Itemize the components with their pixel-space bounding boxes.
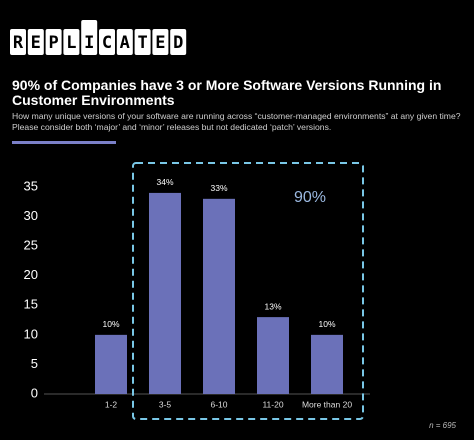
y-tick-label: 20 — [24, 267, 38, 282]
logo-box — [63, 29, 80, 55]
y-tick-label: 0 — [31, 385, 38, 400]
value-label: 10% — [102, 319, 119, 329]
y-tick-label: 35 — [24, 178, 38, 193]
y-tick-label: 30 — [24, 208, 38, 223]
logo-box — [10, 29, 26, 55]
logo-box — [170, 29, 187, 55]
logo-letter: T — [137, 33, 147, 53]
logo-letter: I — [84, 33, 94, 53]
logo-box — [134, 29, 151, 55]
x-tick-label: 3-5 — [159, 399, 172, 409]
chart-subtitle: How many unique versions of your softwar… — [12, 111, 461, 132]
x-tick-label: 1-2 — [105, 399, 118, 409]
value-label: 13% — [264, 301, 281, 311]
y-tick-label: 25 — [24, 238, 38, 253]
x-tick-label: More than 20 — [302, 399, 352, 409]
value-label: 33% — [210, 183, 227, 193]
logo-letter: E — [155, 33, 165, 53]
logo-box — [116, 29, 133, 55]
x-tick-label: 6-10 — [210, 399, 227, 409]
logo-letter: P — [48, 33, 58, 53]
logo-box — [152, 29, 169, 55]
footnote: n = 695 — [429, 421, 456, 430]
x-tick-label: 11-20 — [262, 399, 283, 409]
bar — [257, 317, 289, 394]
value-label: 10% — [318, 319, 335, 329]
logo-box — [99, 29, 115, 55]
logo-letter: C — [102, 33, 112, 53]
bar — [149, 192, 181, 394]
logo-box — [27, 29, 44, 55]
bar — [203, 198, 235, 394]
chart-title: 90% of Companies have 3 or More Software… — [12, 77, 442, 108]
logo-letter: R — [13, 33, 24, 53]
logo-letter: D — [173, 33, 183, 53]
y-tick-label: 15 — [24, 297, 38, 312]
annotation: 90% — [294, 189, 326, 206]
logo-box — [81, 20, 98, 55]
value-label: 34% — [156, 177, 173, 187]
bar — [95, 334, 127, 394]
y-tick-label: 5 — [31, 356, 38, 371]
logo-letter: A — [120, 33, 130, 53]
y-tick-label: 10 — [24, 326, 38, 341]
logo-letter: L — [66, 33, 76, 53]
title-underline — [12, 141, 116, 144]
highlight-box — [132, 162, 364, 420]
logo-letter: E — [31, 33, 41, 53]
logo-box — [45, 29, 62, 55]
bar — [311, 334, 343, 394]
